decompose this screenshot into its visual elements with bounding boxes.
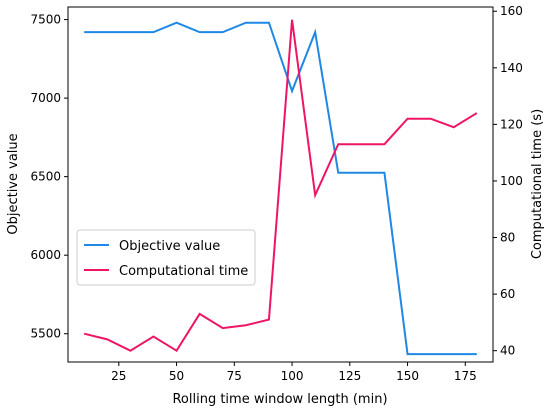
x-tick-label: 50	[169, 369, 184, 383]
x-axis-label: Rolling time window length (min)	[172, 392, 387, 407]
y-left-tick-label: 6500	[30, 170, 61, 184]
y-right-tick-label: 160	[500, 4, 523, 18]
x-tick-label: 100	[281, 369, 304, 383]
y-left-tick-label: 6000	[30, 248, 61, 262]
y-axis-right-label: Computational time (s)	[530, 109, 545, 259]
y-right-tick-label: 140	[500, 61, 523, 75]
y-axis-left-label: Objective value	[6, 133, 21, 234]
legend-box	[76, 229, 256, 286]
y-axis-right: 40 60 80 100 120 140 160	[493, 4, 523, 358]
series-lines	[83, 19, 478, 356]
plot-frame	[67, 6, 494, 363]
x-tick-label: 75	[227, 369, 242, 383]
x-tick-label: 150	[396, 369, 419, 383]
legend-label-computational-time: Computational time	[119, 264, 248, 279]
y-left-tick-label: 7500	[30, 13, 61, 27]
series-line-computational-time	[83, 19, 478, 353]
y-right-tick-label: 60	[500, 287, 515, 301]
x-tick-label: 175	[454, 369, 477, 383]
x-tick-label: 25	[111, 369, 126, 383]
x-tick-label: 125	[338, 369, 361, 383]
y-right-tick-label: 100	[500, 174, 523, 188]
y-left-tick-label: 5500	[30, 327, 61, 341]
x-axis: 25 50 75 100 125 150 175	[111, 362, 477, 383]
y-right-tick-label: 120	[500, 117, 523, 131]
y-axis-left: 5500 6000 6500 7000 7500	[30, 13, 68, 341]
y-right-tick-label: 40	[500, 344, 515, 358]
series-line-objective-value	[84, 21, 477, 356]
y-right-tick-label: 80	[500, 231, 515, 245]
legend: Objective value Computational time	[76, 229, 256, 286]
legend-label-objective-value: Objective value	[119, 239, 220, 254]
y-left-tick-label: 7000	[30, 91, 61, 105]
